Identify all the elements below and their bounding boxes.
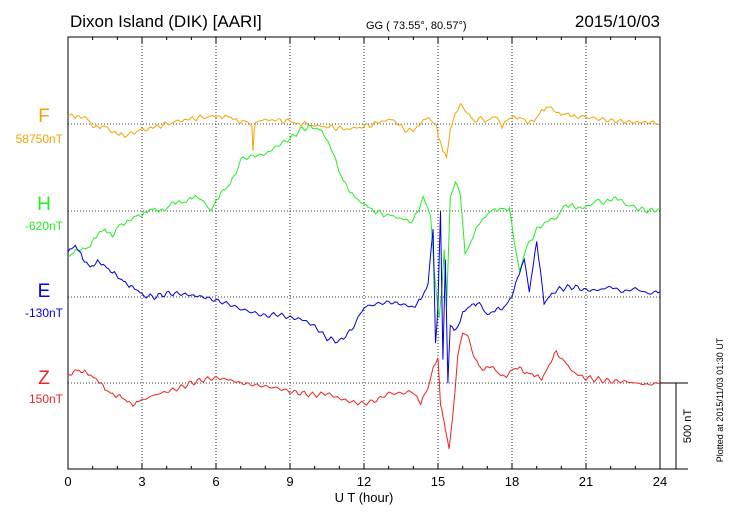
grid-layer bbox=[68, 37, 660, 469]
scale-bar: 500 nT bbox=[660, 382, 694, 470]
series-name-H: H bbox=[37, 194, 51, 215]
series-line-E bbox=[67, 211, 661, 384]
series-name-F: F bbox=[38, 106, 50, 127]
series-labels: F 58750nT H -620nT E -130nT Z 150nT bbox=[16, 106, 64, 406]
series-line-F bbox=[67, 103, 661, 160]
series-name-Z: Z bbox=[38, 368, 50, 389]
series-baseline-F: 58750nT bbox=[16, 132, 64, 146]
chart-date: 2015/10/03 bbox=[575, 12, 660, 31]
series-baseline-E: -130nT bbox=[25, 306, 64, 320]
x-tick-label: 0 bbox=[64, 474, 71, 489]
scale-bar-label: 500 nT bbox=[682, 409, 694, 444]
x-axis-ticks: 0 3 6 9 12 15 18 21 24 bbox=[64, 37, 667, 489]
series-line-Z bbox=[67, 332, 661, 449]
x-tick-label: 21 bbox=[579, 474, 593, 489]
x-tick-label: 15 bbox=[431, 474, 445, 489]
series-layer bbox=[67, 103, 661, 449]
series-baseline-Z: 150nT bbox=[29, 392, 64, 406]
plotted-note: Plotted at 2015/11/03 01:30 UT bbox=[715, 337, 725, 462]
series-line-H bbox=[67, 124, 661, 318]
x-tick-label: 6 bbox=[212, 474, 219, 489]
x-tick-label: 12 bbox=[357, 474, 371, 489]
x-tick-label: 24 bbox=[653, 474, 667, 489]
station-coordinates: GG ( 73.55°, 80.57°) bbox=[366, 20, 467, 32]
x-axis-label: U T (hour) bbox=[335, 490, 394, 505]
chart-title: Dixon Island (DIK) [AARI] bbox=[70, 12, 262, 31]
x-tick-label: 18 bbox=[505, 474, 519, 489]
x-tick-label: 9 bbox=[286, 474, 293, 489]
x-tick-label: 3 bbox=[138, 474, 145, 489]
series-baseline-H: -620nT bbox=[25, 219, 64, 233]
series-name-E: E bbox=[38, 281, 51, 302]
